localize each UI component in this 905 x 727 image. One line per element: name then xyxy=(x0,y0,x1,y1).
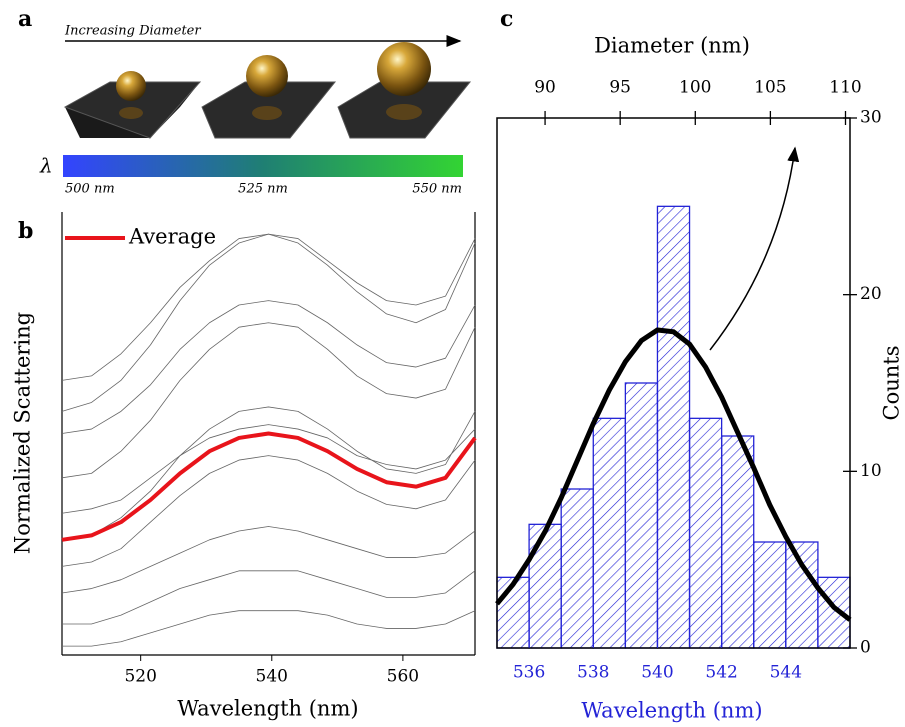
bar xyxy=(624,382,659,649)
y2-tick-label: 20 xyxy=(860,284,882,304)
bar xyxy=(785,541,819,649)
spectrum-line xyxy=(61,300,476,434)
x-tick-label: 540 xyxy=(641,663,673,683)
spectrum-line xyxy=(61,233,476,381)
scale-label: 500 nm xyxy=(65,182,115,197)
illustration xyxy=(63,42,472,139)
y2-tick-label: 30 xyxy=(860,108,882,128)
y-axis-label: Normalized Scattering xyxy=(11,312,35,554)
bar xyxy=(560,488,594,649)
x-tick-label: 542 xyxy=(705,663,737,683)
x2-tick-label: 105 xyxy=(754,78,786,98)
x2-tick-label: 90 xyxy=(534,78,556,98)
bar xyxy=(720,435,755,649)
panel-label: c xyxy=(500,6,513,32)
annotation-arrow xyxy=(709,146,800,351)
scale-label: 525 nm xyxy=(238,182,288,197)
x-tick-label: 560 xyxy=(387,667,419,687)
y2-tick-label: 10 xyxy=(860,461,882,481)
bar xyxy=(528,523,562,649)
panel-label: b xyxy=(18,218,33,244)
legend-label: Average xyxy=(128,225,216,249)
spectrum-line xyxy=(61,424,476,514)
bar xyxy=(592,417,627,649)
spectrum-line xyxy=(61,233,476,412)
bar xyxy=(753,541,787,649)
lambda-symbol: λ xyxy=(39,154,53,178)
fit-curve xyxy=(495,327,852,622)
x-tick-label: 540 xyxy=(256,667,288,687)
spectrum-line xyxy=(62,610,476,647)
x-axis-label: Wavelength (nm) xyxy=(581,699,762,723)
arrow-label: Increasing Diameter xyxy=(64,24,201,39)
panel-label: a xyxy=(18,6,32,32)
scale-label: 550 nm xyxy=(412,182,462,197)
x2-tick-label: 95 xyxy=(609,78,631,98)
color-scale xyxy=(63,155,463,177)
spectrum-line xyxy=(62,570,476,625)
x-tick-label: 544 xyxy=(770,663,802,683)
x-tick-label: 520 xyxy=(124,667,156,687)
bar xyxy=(817,576,851,649)
average-line xyxy=(61,431,477,542)
spectrum-line xyxy=(61,322,476,479)
x-tick-label: 536 xyxy=(513,663,545,683)
spectrum-line xyxy=(61,455,476,567)
x2-tick-label: 110 xyxy=(829,78,861,98)
y2-axis-label: Counts xyxy=(880,346,904,421)
x-tick-label: 538 xyxy=(577,663,609,683)
y2-tick-label: 0 xyxy=(860,638,871,658)
x2-axis-label: Diameter (nm) xyxy=(594,34,750,58)
spectrum-line xyxy=(61,406,476,541)
bar xyxy=(688,417,723,649)
x2-tick-label: 100 xyxy=(679,78,711,98)
spectrum-line xyxy=(61,526,476,594)
plot-frame xyxy=(496,117,851,649)
x-axis-label: Wavelength (nm) xyxy=(177,697,358,721)
bar xyxy=(656,205,691,649)
